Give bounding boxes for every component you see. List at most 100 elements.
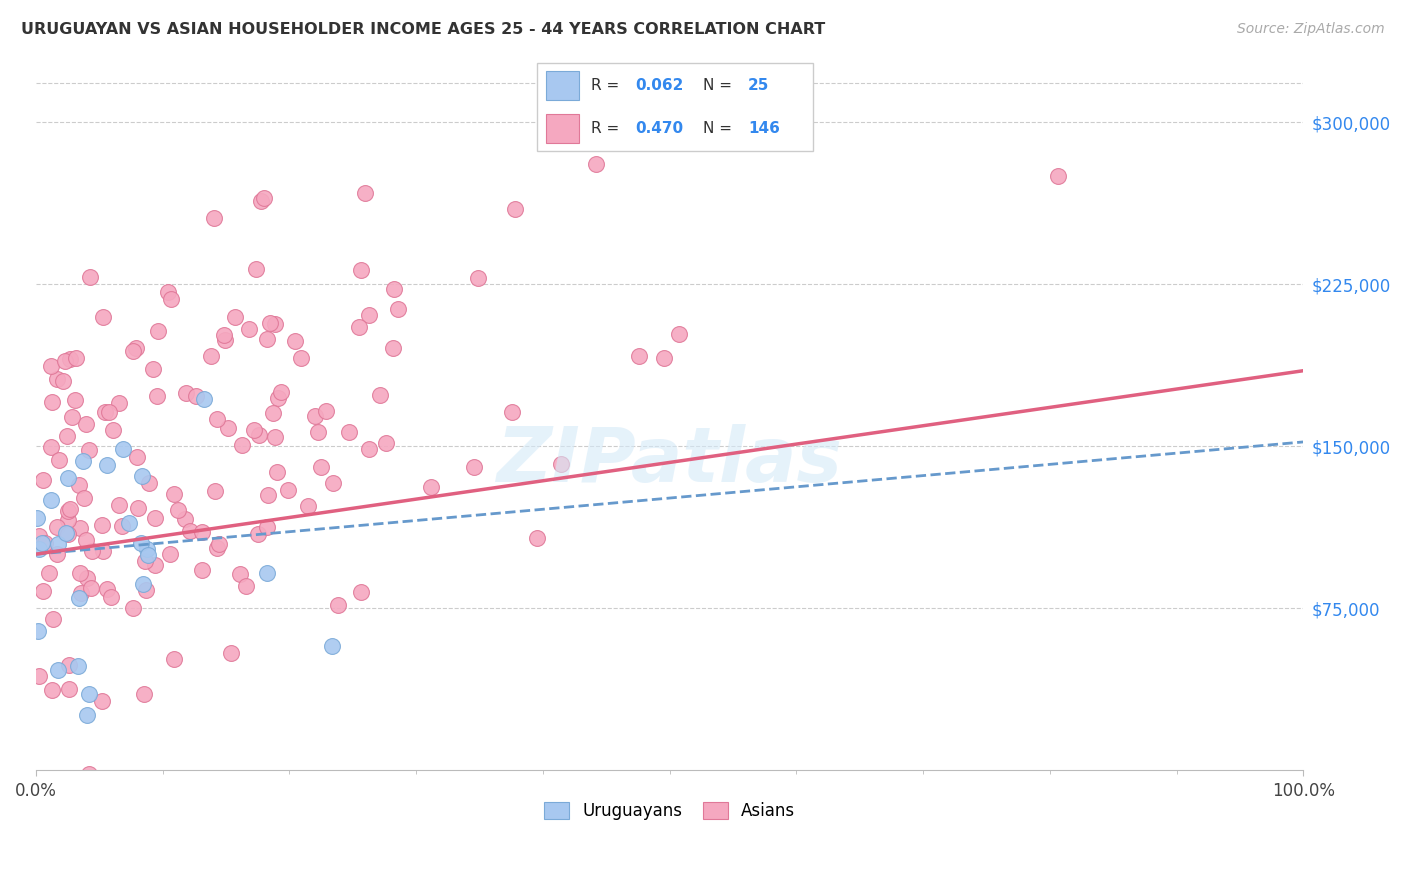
Point [76,571,98,585]
Point [77,442,100,457]
Point [264,317,287,331]
Text: URUGUAYAN VS ASIAN HOUSEHOLDER INCOME AGES 25 - 44 YEARS CORRELATION CHART: URUGUAYAN VS ASIAN HOUSEHOLDER INCOME AG… [21,22,825,37]
Point [207,541,229,556]
Point [135,582,157,597]
Point [127,501,149,516]
Point [143,511,166,525]
Point [174,512,197,526]
Point [156,285,179,299]
Point [231,438,253,452]
Point [72,454,94,468]
Point [67,478,90,492]
Point [163,487,186,501]
Point [58,681,80,696]
Point [136,548,159,562]
Point [315,404,337,418]
Point [80,581,103,595]
Point [96,458,118,472]
Point [263,430,285,444]
Point [79,270,101,285]
Point [668,327,690,342]
Point [108,395,131,409]
Bar [546,71,579,100]
Text: R =: R = [591,121,624,136]
Point [42,612,65,626]
Text: 25: 25 [748,78,769,93]
Point [46,663,69,677]
Point [56,429,79,443]
Point [737,78,759,92]
Point [135,542,157,557]
Point [560,123,582,137]
Point [349,320,371,334]
Point [304,409,326,423]
Text: Source: ZipAtlas.com: Source: ZipAtlas.com [1237,22,1385,37]
Point [93,544,115,558]
Point [350,263,373,277]
Point [91,518,114,533]
Point [277,483,299,497]
Point [32,473,55,487]
Point [32,584,55,599]
Point [46,520,69,534]
Point [357,308,380,322]
Point [350,584,373,599]
Point [77,687,100,701]
Point [270,384,292,399]
Point [326,598,349,612]
Point [27,669,49,683]
Point [247,428,270,442]
Point [58,658,80,673]
Point [39,493,62,508]
Point [122,601,145,615]
Point [111,442,134,456]
Point [266,465,288,479]
Point [34,535,56,549]
Point [94,405,117,419]
Text: R =: R = [591,78,624,93]
Point [322,475,344,490]
Point [70,585,93,599]
Point [652,351,675,366]
Point [56,513,79,527]
Point [46,536,69,550]
Point [167,503,190,517]
Point [467,270,489,285]
Point [56,504,79,518]
Point [184,389,207,403]
Point [290,351,312,366]
Point [191,525,214,540]
Point [159,547,181,561]
Point [309,459,332,474]
Point [59,502,82,516]
Text: 146: 146 [748,121,780,136]
Point [245,261,267,276]
Point [627,349,650,363]
Point [259,316,281,330]
Point [138,475,160,490]
Point [142,362,165,376]
Point [67,591,90,606]
Point [247,526,270,541]
Point [73,491,96,505]
Point [27,624,49,638]
Point [250,194,273,208]
Text: N =: N = [703,78,737,93]
Point [208,537,231,551]
Point [76,707,98,722]
Point [463,459,485,474]
Point [204,484,226,499]
Point [48,453,70,467]
Point [359,442,381,456]
Point [179,524,201,538]
Point [526,532,548,546]
Point [256,520,278,534]
Point [374,436,396,450]
Point [585,157,607,171]
Point [353,186,375,201]
Point [45,372,67,386]
Point [108,498,131,512]
Text: 0.470: 0.470 [636,121,683,136]
Point [257,488,280,502]
Point [82,544,104,558]
